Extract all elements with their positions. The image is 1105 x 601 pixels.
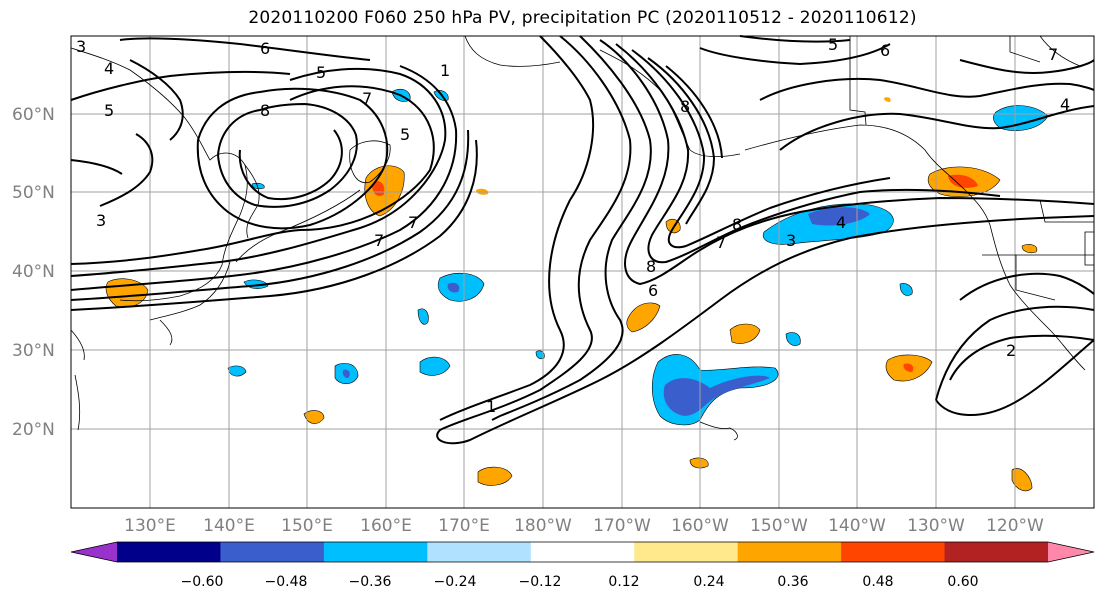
contour-label: 5 <box>400 125 410 144</box>
lon-label: 120°W <box>986 516 1044 536</box>
colorbar-segment <box>117 542 221 562</box>
lat-label: 20°N <box>12 420 55 440</box>
map-title: 2020110200 F060 250 hPa PV, precipitatio… <box>248 8 917 28</box>
colorbar-segment <box>737 542 842 562</box>
colorbar-tick-label: −0.12 <box>519 574 562 590</box>
contour-label: 4 <box>836 213 846 232</box>
lon-label: 130°E <box>124 516 176 536</box>
colorbar-outline <box>70 541 1095 563</box>
lon-label: 180°W <box>514 516 572 536</box>
lat-label: 50°N <box>12 183 55 203</box>
contour-label: 7 <box>1048 45 1058 64</box>
contour-label: 5 <box>104 101 114 120</box>
colorbar-extend-min <box>71 542 117 562</box>
colorbar-tick-label: −0.48 <box>265 574 308 590</box>
colorbar-tick-label: 0.48 <box>862 574 893 590</box>
contour-label: 7 <box>374 231 384 250</box>
lon-label: 170°W <box>593 516 651 536</box>
contour-label: 2 <box>1006 341 1016 360</box>
contour-label: 6 <box>648 281 658 300</box>
contour-label: 1 <box>486 397 496 416</box>
contour-label: 1 <box>440 61 450 80</box>
map-border <box>70 35 1095 509</box>
lon-label: 140°E <box>203 516 255 536</box>
colorbar-tick-label: −0.36 <box>349 574 392 590</box>
contour-label: 3 <box>96 211 106 230</box>
contour-labels: 3 4 5 6 5 6 5 8 7 3 5 7 8 7 8 7 6 8 1 4 … <box>76 35 1070 416</box>
colorbar-tick-label: 0.24 <box>693 574 724 590</box>
contour-label: 4 <box>1060 95 1070 114</box>
lon-label: 160°W <box>671 516 729 536</box>
lat-label: 60°N <box>12 105 55 125</box>
colorbar-segment <box>841 542 946 562</box>
lon-label: 150°E <box>281 516 333 536</box>
contour-label: 6 <box>880 41 890 60</box>
lon-label: 160°E <box>360 516 412 536</box>
map-panel <box>71 36 1094 508</box>
colorbar-segment <box>427 542 532 562</box>
contour-label: 6 <box>260 39 270 58</box>
colorbar-segment <box>634 542 739 562</box>
contour-label: 7 <box>408 213 418 232</box>
contour-label: 8 <box>646 257 656 276</box>
precip-shading <box>105 88 1049 492</box>
lon-label: 150°W <box>750 516 808 536</box>
contour-label: 3 <box>786 231 796 250</box>
lat-label: 40°N <box>12 262 55 282</box>
colorbar-segment <box>944 542 1049 562</box>
contour-label: 7 <box>362 89 372 108</box>
latitude-labels: 60°N 50°N 40°N 30°N 20°N <box>12 105 55 440</box>
lat-label: 30°N <box>12 341 55 361</box>
colorbar-tick-label: 0.60 <box>947 574 978 590</box>
longitude-labels: 130°E 140°E 150°E 160°E 170°E 180°W 170°… <box>124 516 1044 536</box>
contour-label: 5 <box>828 35 838 54</box>
colorbar-tick-label: −0.60 <box>181 574 224 590</box>
contour-label: 7 <box>716 233 726 252</box>
coastlines <box>70 35 1095 441</box>
lon-label: 170°E <box>438 516 490 536</box>
colorbar-segment <box>220 542 325 562</box>
colorbar-segment <box>530 542 635 562</box>
colorbar-extend-max <box>1048 542 1094 562</box>
colorbar-segments <box>71 542 1094 562</box>
lon-label: 140°W <box>828 516 886 536</box>
colorbar-tick-label: −0.24 <box>434 574 477 590</box>
pv-contours <box>70 35 1095 445</box>
contour-label: 8 <box>260 101 270 120</box>
lon-label: 130°W <box>907 516 965 536</box>
graticule <box>71 36 1094 508</box>
colorbar-tick-label: 0.36 <box>777 574 808 590</box>
contour-label: 5 <box>316 63 326 82</box>
contour-label: 4 <box>104 59 114 78</box>
colorbar: −0.60 −0.48 −0.36 −0.24 −0.12 0.12 0.24 … <box>70 541 1095 590</box>
contour-label: 8 <box>732 215 742 234</box>
contour-label: 8 <box>680 97 690 116</box>
colorbar-segment <box>323 542 428 562</box>
contour-label: 3 <box>76 37 86 56</box>
colorbar-tick-label: 0.12 <box>608 574 639 590</box>
